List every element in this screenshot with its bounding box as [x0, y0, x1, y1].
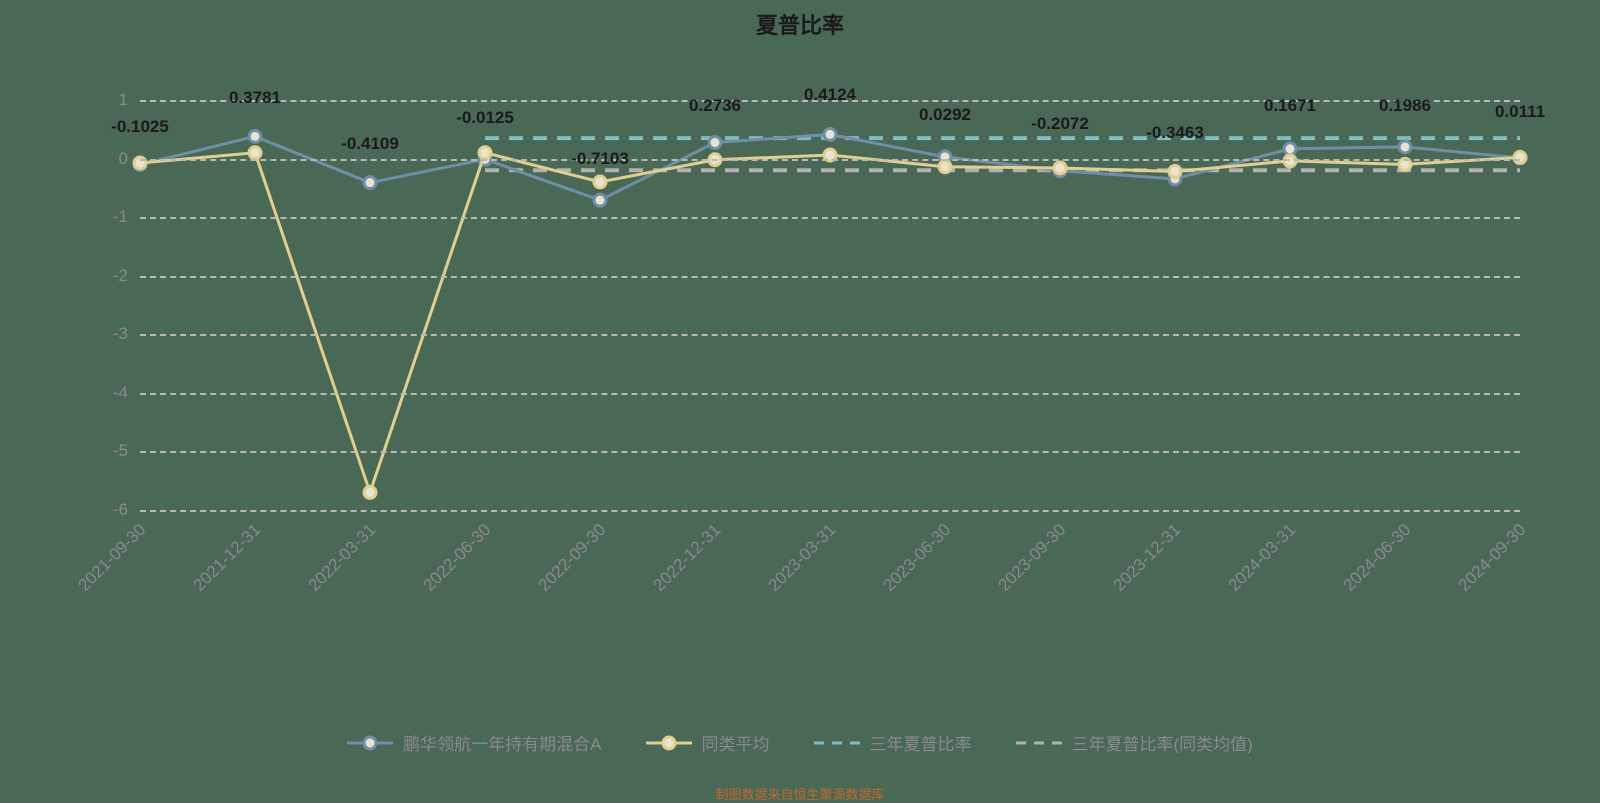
- xtick-label: 2023-12-31: [1110, 520, 1186, 596]
- xtick-label: 2022-09-30: [535, 520, 611, 596]
- legend-label: 同类平均: [702, 730, 770, 755]
- ytick-label: -2: [113, 266, 140, 286]
- gridline: [140, 393, 1520, 395]
- ytick-label: -1: [113, 207, 140, 227]
- legend-swatch-fund: [347, 735, 393, 751]
- xtick-label: 2023-09-30: [995, 520, 1071, 596]
- xtick-label: 2022-03-31: [305, 520, 381, 596]
- gridline: [140, 100, 1520, 102]
- chart-footer: 制图数据来自恒生聚源数据库: [0, 784, 1600, 803]
- xtick-label: 2021-09-30: [75, 520, 151, 596]
- legend-swatch-peer: [646, 735, 692, 751]
- gridline: [140, 510, 1520, 512]
- xtick-label: 2021-12-31: [190, 520, 266, 596]
- xtick-label: 2024-03-31: [1225, 520, 1301, 596]
- ytick-label: -6: [113, 500, 140, 520]
- legend-item-three_year: 三年夏普比率: [814, 730, 972, 755]
- legend-item-fund: 鹏华领航一年持有期混合A: [347, 730, 601, 755]
- legend-swatch-three_year_peer: [1016, 735, 1062, 751]
- chart-container: 夏普比率 -6-5-4-3-2-1012021-09-302021-12-312…: [0, 0, 1600, 800]
- ytick-label: 1: [119, 90, 140, 110]
- series-peer: [140, 153, 1520, 493]
- chart-svg: [140, 100, 1520, 510]
- xtick-label: 2023-03-31: [765, 520, 841, 596]
- xtick-label: 2024-06-30: [1340, 520, 1416, 596]
- legend: 鹏华领航一年持有期混合A 同类平均 三年夏普比率 三年夏普比率(同类均值): [0, 730, 1600, 755]
- gridline: [140, 159, 1520, 161]
- ytick-label: 0: [119, 149, 140, 169]
- plot-area: -6-5-4-3-2-1012021-09-302021-12-312022-0…: [140, 100, 1520, 510]
- chart-title: 夏普比率: [0, 8, 1600, 40]
- legend-item-three_year_peer: 三年夏普比率(同类均值): [1016, 730, 1253, 755]
- xtick-label: 2022-12-31: [650, 520, 726, 596]
- ytick-label: -5: [113, 441, 140, 461]
- legend-label: 鹏华领航一年持有期混合A: [403, 730, 601, 755]
- series-fund: [140, 134, 1520, 200]
- xtick-label: 2022-06-30: [420, 520, 496, 596]
- ytick-label: -3: [113, 324, 140, 344]
- gridline: [140, 334, 1520, 336]
- legend-swatch-three_year: [814, 735, 860, 751]
- gridline: [140, 217, 1520, 219]
- legend-item-peer: 同类平均: [646, 730, 770, 755]
- legend-label: 三年夏普比率: [870, 730, 972, 755]
- xtick-label: 2023-06-30: [880, 520, 956, 596]
- legend-label: 三年夏普比率(同类均值): [1072, 730, 1253, 755]
- xtick-label: 2024-09-30: [1455, 520, 1531, 596]
- ytick-label: -4: [113, 383, 140, 403]
- gridline: [140, 276, 1520, 278]
- gridline: [140, 451, 1520, 453]
